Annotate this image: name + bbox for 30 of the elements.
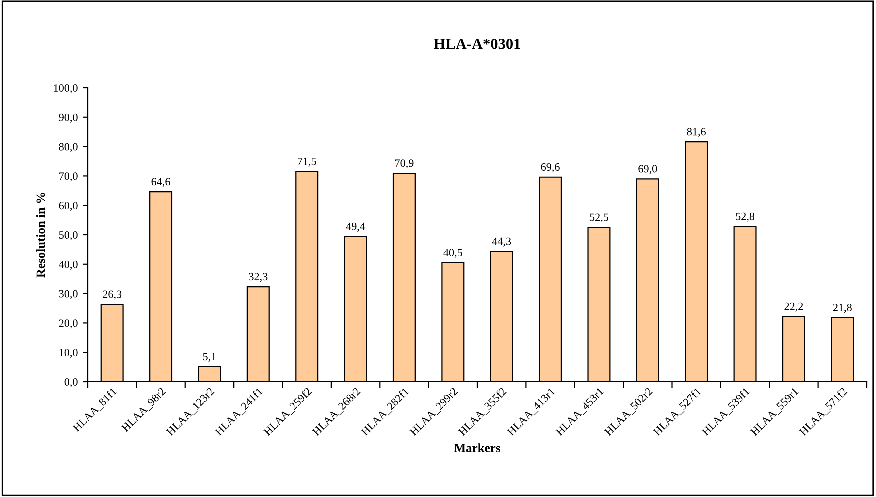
data-label: 49,4 <box>346 222 366 232</box>
y-tick-label: 0,0 <box>64 378 78 388</box>
chart-title: HLA-A*0301 <box>434 38 520 50</box>
y-tick-label: 60,0 <box>59 202 78 212</box>
data-label: 52,5 <box>590 214 609 223</box>
y-axis-title: Resolution in % <box>36 193 46 278</box>
data-label: 21,8 <box>833 304 852 314</box>
data-label: 52,8 <box>736 212 755 222</box>
data-label: 40,5 <box>444 249 462 258</box>
data-label: 26,3 <box>103 290 122 300</box>
data-label: 69,6 <box>541 163 560 173</box>
y-tick-label: 20,0 <box>59 320 78 329</box>
y-tick-label: 90,0 <box>59 114 78 123</box>
y-tick-label: 100,0 <box>54 84 78 94</box>
data-label: 64,6 <box>152 178 170 188</box>
data-label: 22,2 <box>784 302 804 312</box>
data-label: 81,6 <box>687 128 706 138</box>
data-label: 44,3 <box>492 238 512 247</box>
y-tick-label: 40,0 <box>59 260 78 270</box>
x-axis-title: Markers <box>454 444 500 452</box>
data-label: 69,0 <box>638 165 658 174</box>
data-label: 32,3 <box>249 273 268 282</box>
data-label: 70,9 <box>395 160 414 169</box>
y-tick-label: 30,0 <box>59 290 78 300</box>
y-tick-label: 70,0 <box>60 172 78 182</box>
data-label: 5,1 <box>203 353 216 362</box>
y-tick-label: 50,0 <box>59 231 78 241</box>
y-tick-label: 80,0 <box>59 143 78 152</box>
data-label: 71,5 <box>298 158 316 167</box>
y-tick-label: 10,0 <box>60 349 78 358</box>
